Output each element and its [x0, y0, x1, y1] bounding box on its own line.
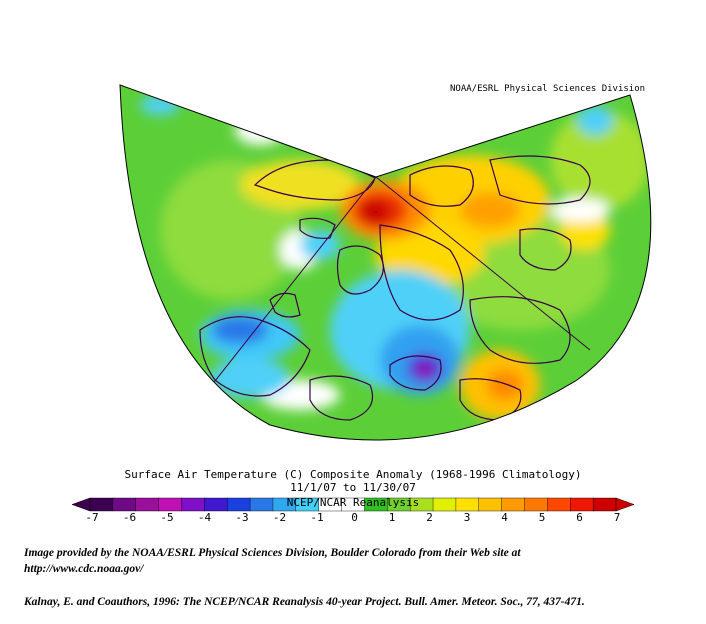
colorbar-tick-label: -4: [197, 511, 212, 524]
colorbar-tick-label: -3: [235, 511, 249, 524]
colorbar-tick-label: -1: [310, 511, 324, 524]
map-title: Surface Air Temperature (C) Composite An…: [124, 468, 582, 481]
colorbar-tick-label: -5: [160, 511, 174, 524]
coastlines: [199, 155, 591, 421]
colorbar-tick-label: -6: [122, 511, 137, 524]
colorbar-max-arrow: [615, 497, 635, 512]
map-frame: [119, 84, 652, 441]
colorbar-tick-label: 1: [388, 511, 396, 524]
colorbar-tick-label: 2: [426, 511, 433, 524]
colorbar-tick-label: -7: [85, 511, 99, 524]
data-source-label: NCEP/NCAR Reanalysis: [286, 496, 420, 509]
credit-label: NOAA/ESRL Physical Sciences Division: [450, 84, 646, 94]
citation-link[interactable]: http://www.cdc.noaa.gov/: [24, 563, 144, 575]
meridians: [199, 176, 591, 401]
colorbar: [71, 497, 635, 512]
colorbar-tick-label: 7: [613, 511, 621, 524]
anomaly-field: [120, 85, 651, 440]
map-date-range: 11/1/07 to 11/30/07: [290, 481, 416, 494]
colorbar-tick-label: 3: [463, 511, 471, 524]
citation-reference: Kalnay, E. and Coauthors, 1996: The NCEP…: [24, 596, 585, 608]
colorbar-tick-label: 4: [501, 511, 508, 524]
colorbar-tick-label: 5: [538, 511, 546, 524]
colorbar-tick-label: 6: [576, 511, 583, 524]
colorbar-tick-label: -2: [272, 511, 287, 524]
colorbar-min-arrow: [71, 497, 91, 512]
colorbar-tick-label: 0: [351, 511, 358, 524]
citation-line-1: Image provided by the NOAA/ESRL Physical…: [24, 547, 521, 559]
